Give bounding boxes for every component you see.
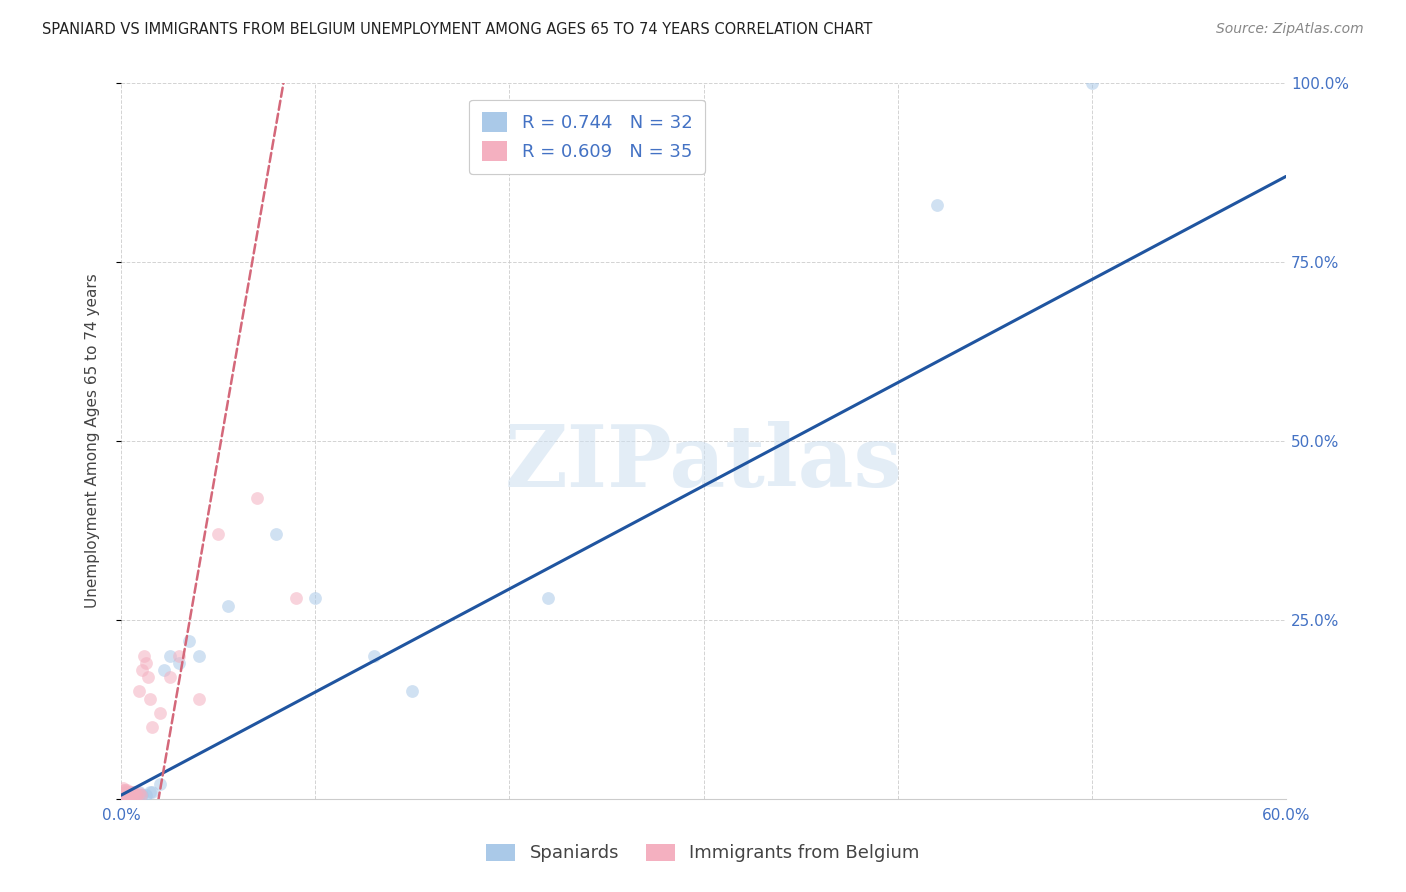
Point — [114, 783, 136, 797]
Point — [139, 784, 162, 798]
Point — [112, 790, 135, 805]
Point — [141, 720, 163, 734]
Point — [159, 670, 181, 684]
Point — [112, 788, 135, 802]
Point — [266, 527, 288, 541]
Point — [187, 648, 209, 663]
Point — [114, 787, 136, 801]
Text: Source: ZipAtlas.com: Source: ZipAtlas.com — [1216, 22, 1364, 37]
Point — [121, 784, 143, 798]
Point — [118, 786, 141, 800]
Point — [141, 784, 163, 798]
Legend: Spaniards, Immigrants from Belgium: Spaniards, Immigrants from Belgium — [479, 837, 927, 870]
Point — [153, 663, 176, 677]
Point — [537, 591, 560, 606]
Point — [169, 656, 191, 670]
Point — [135, 656, 157, 670]
Point — [112, 780, 135, 795]
Point — [124, 789, 146, 804]
Point — [114, 789, 136, 804]
Point — [177, 634, 200, 648]
Point — [131, 663, 153, 677]
Point — [121, 784, 143, 798]
Point — [363, 648, 385, 663]
Point — [120, 789, 142, 804]
Point — [1081, 77, 1104, 91]
Point — [159, 648, 181, 663]
Point — [304, 591, 326, 606]
Point — [134, 648, 156, 663]
Point — [114, 784, 136, 798]
Point — [112, 790, 135, 805]
Point — [121, 788, 143, 802]
Point — [187, 691, 209, 706]
Point — [112, 786, 135, 800]
Point — [129, 788, 152, 802]
Point — [401, 684, 423, 698]
Point — [115, 788, 138, 802]
Point — [124, 787, 146, 801]
Point — [112, 783, 135, 797]
Point — [120, 788, 142, 802]
Point — [114, 788, 136, 802]
Legend: R = 0.744   N = 32, R = 0.609   N = 35: R = 0.744 N = 32, R = 0.609 N = 35 — [470, 100, 704, 174]
Point — [112, 788, 135, 802]
Point — [128, 784, 150, 798]
Point — [925, 198, 948, 212]
Point — [217, 599, 239, 613]
Point — [128, 684, 150, 698]
Point — [149, 777, 172, 791]
Point — [118, 784, 141, 798]
Point — [207, 527, 229, 541]
Point — [115, 786, 138, 800]
Point — [131, 788, 153, 802]
Text: SPANIARD VS IMMIGRANTS FROM BELGIUM UNEMPLOYMENT AMONG AGES 65 TO 74 YEARS CORRE: SPANIARD VS IMMIGRANTS FROM BELGIUM UNEM… — [42, 22, 873, 37]
Point — [120, 784, 142, 798]
Point — [139, 691, 162, 706]
Point — [169, 648, 191, 663]
Point — [128, 786, 150, 800]
Point — [129, 788, 152, 802]
Point — [128, 788, 150, 802]
Point — [125, 788, 148, 802]
Point — [118, 788, 141, 802]
Point — [135, 788, 157, 802]
Point — [284, 591, 307, 606]
Point — [149, 706, 172, 720]
Text: ZIPatlas: ZIPatlas — [505, 420, 903, 505]
Point — [115, 783, 138, 797]
Y-axis label: Unemployment Among Ages 65 to 74 years: Unemployment Among Ages 65 to 74 years — [86, 274, 100, 608]
Point — [115, 788, 138, 802]
Point — [121, 788, 143, 802]
Point — [125, 788, 148, 802]
Point — [136, 670, 159, 684]
Point — [246, 491, 269, 506]
